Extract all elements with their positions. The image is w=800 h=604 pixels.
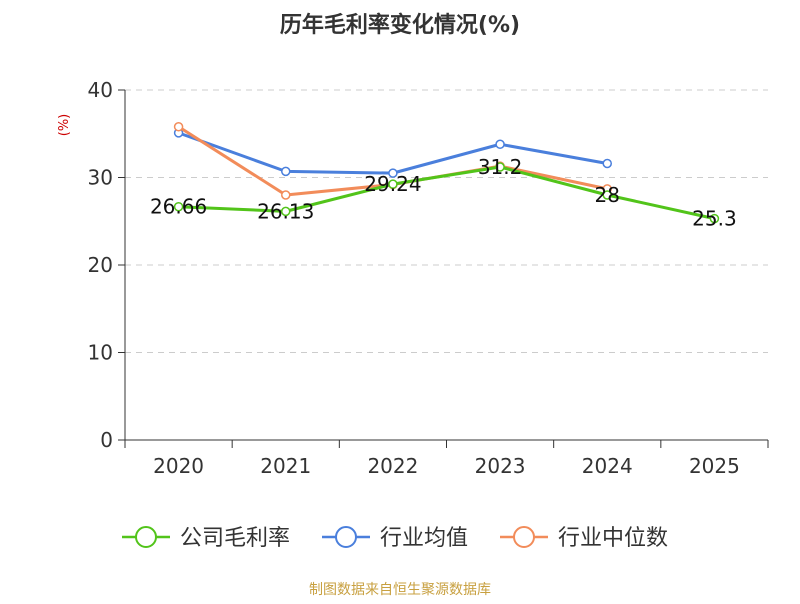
data-point bbox=[281, 166, 291, 177]
data-point bbox=[602, 158, 612, 169]
axes: 0 10 20 30 40 2020 2021 2022 2023 2024 2025 bbox=[88, 78, 769, 478]
x-tick-label: 2022 bbox=[367, 454, 418, 478]
data-label: 26.13 bbox=[257, 199, 314, 223]
data-point bbox=[173, 122, 184, 132]
legend-label: 公司毛利率 bbox=[180, 526, 290, 551]
y-tick-label: 20 bbox=[88, 253, 113, 277]
x-tick-label: 2024 bbox=[582, 454, 633, 478]
data-label: 29.24 bbox=[364, 172, 421, 196]
chart-title: 历年毛利率变化情况(%) bbox=[280, 12, 520, 38]
data-point bbox=[495, 162, 505, 172]
source-note: 制图数据来自恒生聚源数据库 bbox=[309, 582, 491, 598]
legend-label: 行业均值 bbox=[380, 526, 468, 551]
data-labels: 26.66 26.13 29.24 31.2 28 25.3 bbox=[150, 155, 737, 231]
data-point bbox=[173, 201, 184, 212]
y-tick-label: 10 bbox=[88, 341, 113, 365]
data-point bbox=[709, 213, 720, 224]
x-tick-label: 2023 bbox=[475, 454, 526, 478]
legend-marker bbox=[513, 526, 535, 548]
data-point bbox=[281, 206, 291, 217]
grid-lines bbox=[125, 89, 768, 353]
series-line bbox=[178, 165, 715, 221]
legend-marker bbox=[335, 526, 357, 548]
data-point bbox=[495, 139, 505, 149]
data-point bbox=[388, 168, 398, 178]
x-tick-label: 2020 bbox=[153, 454, 204, 478]
y-tick-label: 40 bbox=[88, 78, 113, 102]
data-label: 28 bbox=[595, 183, 620, 207]
legend-marker bbox=[135, 526, 157, 548]
data-label: 31.2 bbox=[478, 155, 523, 179]
legend: 公司毛利率 行业均值 行业中位数 bbox=[122, 526, 668, 551]
data-point bbox=[388, 179, 398, 189]
y-axis-label: (%) bbox=[57, 114, 72, 137]
y-tick-label: 30 bbox=[88, 166, 113, 190]
series-layer bbox=[173, 122, 720, 224]
data-label: 25.3 bbox=[692, 207, 737, 231]
data-point bbox=[281, 190, 291, 200]
data-label: 26.66 bbox=[150, 195, 207, 219]
x-tick-label: 2025 bbox=[689, 454, 740, 478]
legend-label: 行业中位数 bbox=[558, 526, 668, 551]
x-tick-label: 2021 bbox=[260, 454, 311, 478]
y-tick-label: 0 bbox=[100, 428, 113, 452]
data-point bbox=[602, 190, 612, 200]
